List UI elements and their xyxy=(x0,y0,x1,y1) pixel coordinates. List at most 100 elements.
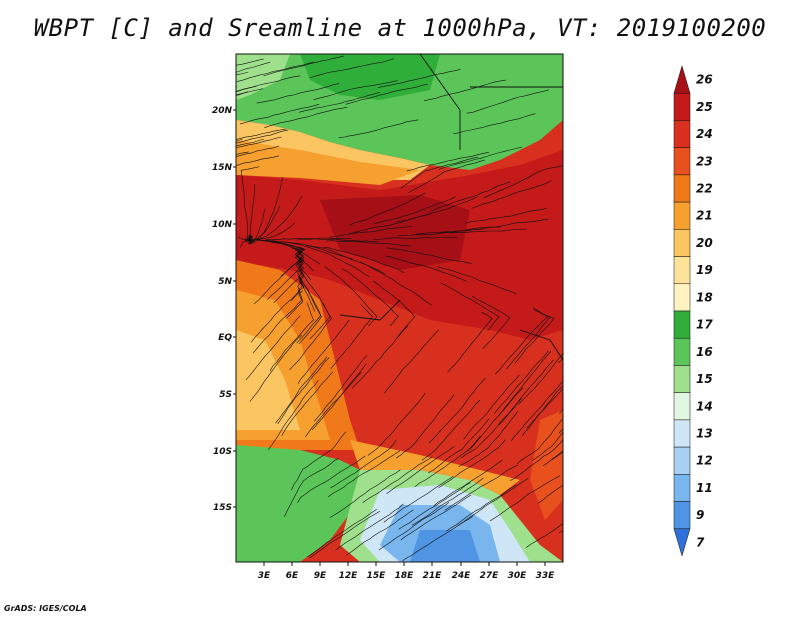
streamline xyxy=(423,79,506,102)
streamline xyxy=(338,119,419,139)
streamline xyxy=(408,159,485,193)
lon-label: 24E xyxy=(452,571,472,581)
streamline xyxy=(466,89,549,114)
streamline xyxy=(236,129,289,144)
streamline xyxy=(324,266,378,327)
colorbar-label: 18 xyxy=(696,290,713,304)
lat-label: 15N xyxy=(212,163,233,173)
streamline xyxy=(362,456,433,503)
streamlines xyxy=(236,55,563,562)
streamline xyxy=(384,329,439,394)
streamline xyxy=(437,266,517,295)
streamline xyxy=(297,319,350,384)
streamline xyxy=(341,268,399,327)
streamline xyxy=(329,226,412,238)
streamline xyxy=(298,92,381,113)
colorbar-segment xyxy=(673,474,691,502)
lon-label: 6E xyxy=(286,571,299,581)
streamline xyxy=(465,207,547,224)
streamline xyxy=(297,455,366,504)
streamline xyxy=(428,377,486,444)
colorbar-label: 17 xyxy=(696,318,713,332)
streamline xyxy=(307,508,377,558)
streamline xyxy=(446,484,517,532)
streamline xyxy=(263,55,344,77)
colorbar-segment xyxy=(673,283,691,312)
streamline xyxy=(498,359,554,426)
streamline xyxy=(267,247,303,301)
streamline xyxy=(373,236,458,240)
streamline xyxy=(542,450,563,466)
streamline xyxy=(314,355,368,422)
streamline xyxy=(252,290,303,354)
streamline xyxy=(300,271,331,340)
colorbar-segment xyxy=(673,65,691,94)
streamline xyxy=(275,356,328,424)
colorbar-label: 13 xyxy=(696,427,713,441)
streamline xyxy=(245,239,321,265)
lon-label: 12E xyxy=(339,571,359,581)
streamline xyxy=(373,196,456,225)
streamline xyxy=(236,155,280,166)
colorbar-label: 14 xyxy=(696,399,713,413)
colorbar-segment xyxy=(673,174,691,203)
colorbar-label: 25 xyxy=(696,100,713,114)
colorbar-label: 9 xyxy=(696,508,704,522)
streamline xyxy=(313,80,398,101)
streamline xyxy=(377,69,461,88)
streamline xyxy=(345,84,428,105)
streamline xyxy=(330,304,373,369)
country-borders xyxy=(339,54,563,361)
colorbar-segment xyxy=(673,256,691,285)
streamline xyxy=(330,439,397,489)
streamline xyxy=(269,302,314,371)
lon-label: 27E xyxy=(480,571,500,581)
streamline xyxy=(385,255,468,282)
streamline xyxy=(402,515,473,562)
streamline xyxy=(457,478,529,527)
streamline xyxy=(414,436,481,488)
colorbar-label: 20 xyxy=(696,236,713,250)
streamline xyxy=(463,374,520,440)
streamline xyxy=(329,469,401,518)
streamline xyxy=(472,295,511,349)
colorbar-segment xyxy=(673,501,691,530)
streamline xyxy=(378,502,450,551)
colorbar-segment xyxy=(673,365,691,393)
streamline xyxy=(467,387,524,452)
map-title: WBPT [C] and Sreamline at 1000hPa, VT: 2… xyxy=(33,14,767,42)
streamline xyxy=(537,484,563,504)
streamline xyxy=(438,146,522,170)
lon-label: 3E xyxy=(258,571,271,581)
streamline xyxy=(447,312,493,373)
colorbar-label: 12 xyxy=(696,454,713,468)
streamline xyxy=(264,106,348,128)
streamline xyxy=(460,398,522,459)
streamline xyxy=(494,350,549,414)
streamline xyxy=(400,494,472,541)
streamline xyxy=(395,394,455,459)
colorbar-segment xyxy=(673,120,691,148)
colorbar-label: 26 xyxy=(696,73,713,87)
streamline xyxy=(398,482,471,530)
map-frame xyxy=(235,53,564,563)
streamline xyxy=(516,418,563,465)
streamline xyxy=(291,431,347,491)
streamline xyxy=(256,83,340,104)
lat-label: 10N xyxy=(212,220,233,230)
streamline xyxy=(266,237,351,241)
streamline xyxy=(438,439,506,488)
streamline xyxy=(518,353,563,405)
streamline xyxy=(284,458,339,517)
lon-label: 18E xyxy=(395,571,415,581)
streamline xyxy=(296,274,321,344)
lat-label: 10S xyxy=(213,447,232,457)
streamline xyxy=(367,393,426,456)
colorbar-segment xyxy=(673,337,691,366)
lat-label: 5N xyxy=(218,277,232,287)
streamline xyxy=(558,530,563,533)
streamline xyxy=(250,281,305,343)
streamline xyxy=(433,459,503,506)
streamline xyxy=(346,509,414,556)
streamline xyxy=(323,247,405,274)
